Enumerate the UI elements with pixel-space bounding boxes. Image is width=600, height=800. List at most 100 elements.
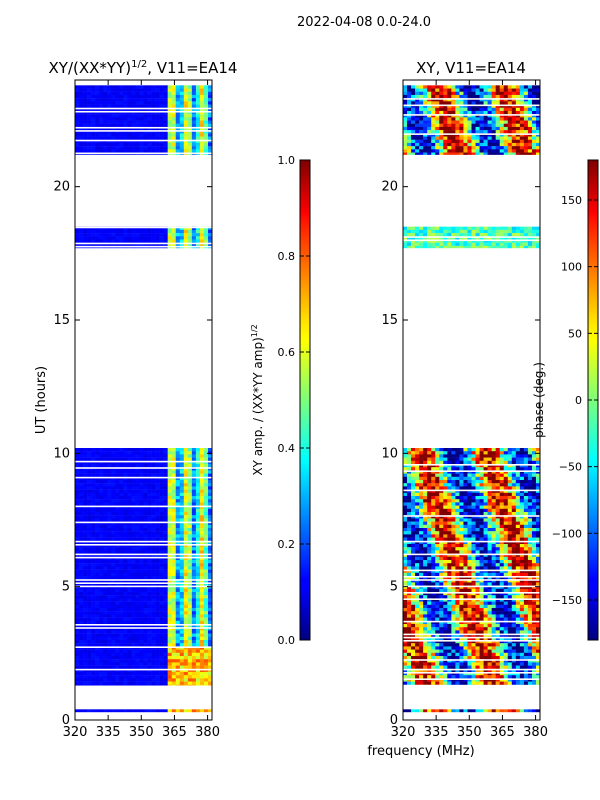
heatmap-cell: [135, 572, 140, 577]
heatmap-cell: [75, 489, 80, 493]
heatmap-cell: [499, 572, 505, 577]
heatmap-cell: [511, 544, 517, 548]
heatmap-cell: [123, 524, 128, 529]
figure-suptitle: 2022-04-08 0.0-24.0: [297, 15, 431, 30]
heatmap-cell: [455, 467, 460, 471]
heatmap-cell: [135, 537, 140, 541]
heatmap-cell: [159, 681, 164, 685]
heatmap-cell: [91, 94, 96, 99]
heatmap-cell: [515, 457, 521, 461]
heatmap-cell: [79, 656, 84, 660]
heatmap-cell: [451, 464, 456, 468]
heatmap-cell: [199, 620, 205, 625]
heatmap-cell: [143, 608, 148, 612]
heatmap-cell: [527, 467, 533, 471]
heatmap-cell: [79, 636, 84, 641]
heatmap-cell: [159, 239, 164, 243]
heatmap-cell: [475, 544, 480, 548]
heatmap-cell: [163, 512, 168, 516]
heatmap-cell: [495, 502, 501, 506]
heatmap-cell: [99, 681, 104, 685]
heatmap-cell: [163, 451, 168, 455]
heatmap-cell: [207, 518, 212, 522]
heatmap-cell: [147, 133, 152, 137]
heatmap-cell: [91, 592, 96, 596]
heatmap-cell: [471, 540, 476, 545]
heatmap-cell: [79, 146, 84, 150]
heatmap-cell: [99, 582, 104, 586]
heatmap-cell: [139, 547, 144, 551]
heatmap-cell: [203, 239, 209, 243]
heatmap-cell: [499, 709, 505, 713]
heatmap-cell: [95, 617, 100, 621]
heatmap-cell: [123, 486, 128, 490]
heatmap-cell: [143, 130, 148, 134]
heatmap-cell: [191, 652, 197, 657]
heatmap-cell: [495, 448, 501, 452]
heatmap-cell: [191, 448, 197, 452]
heatmap-cell: [143, 537, 148, 541]
heatmap-cell: [171, 656, 177, 660]
heatmap-cell: [447, 518, 452, 522]
heatmap-cell: [479, 560, 484, 564]
heatmap-cell: [419, 553, 424, 557]
heatmap-cell: [183, 120, 189, 124]
heatmap-cell: [139, 107, 144, 112]
heatmap-cell: [107, 662, 112, 666]
heatmap-cell: [155, 85, 160, 89]
heatmap-cell: [107, 130, 112, 134]
heatmap-cell: [107, 239, 112, 243]
heatmap-cell: [191, 130, 197, 134]
heatmap-cell: [407, 547, 412, 551]
heatmap-cell: [135, 454, 140, 458]
heatmap-cell: [507, 460, 513, 465]
heatmap-cell: [203, 611, 209, 615]
heatmap-cell: [107, 617, 112, 621]
heatmap-cell: [79, 521, 84, 525]
heatmap-cell: [191, 614, 197, 618]
heatmap-cell: [107, 572, 112, 577]
heatmap-cell: [79, 139, 84, 144]
heatmap-cell: [455, 451, 460, 455]
heatmap-cell: [203, 537, 209, 541]
heatmap-cell: [439, 492, 444, 497]
heatmap-cell: [515, 534, 521, 538]
heatmap-cell: [91, 614, 96, 618]
heatmap-cell: [87, 560, 92, 564]
heatmap-cell: [403, 560, 408, 564]
heatmap-cell: [427, 451, 432, 455]
heatmap-cell: [167, 489, 173, 493]
heatmap-cell: [115, 550, 120, 554]
heatmap-cell: [139, 457, 144, 461]
heatmap-cell: [99, 101, 104, 105]
heatmap-cell: [143, 476, 148, 481]
heatmap-cell: [127, 146, 132, 150]
heatmap-cell: [83, 499, 88, 503]
heatmap-cell: [127, 620, 132, 625]
heatmap-cell: [423, 505, 428, 509]
heatmap-cell: [107, 508, 112, 513]
heatmap-cell: [143, 684, 148, 686]
heatmap-cell: [431, 492, 436, 497]
heatmap-cell: [207, 101, 212, 105]
heatmap-cell: [131, 454, 136, 458]
heatmap-cell: [135, 556, 140, 561]
heatmap-cell: [147, 544, 152, 548]
heatmap-cell: [91, 457, 96, 461]
heatmap-cell: [447, 550, 452, 554]
heatmap-cell: [451, 524, 456, 529]
heatmap-cell: [127, 139, 132, 144]
heatmap-cell: [535, 502, 540, 506]
heatmap-cell: [491, 524, 496, 529]
heatmap-cell: [87, 467, 92, 471]
heatmap-cell: [151, 239, 156, 243]
heatmap-cell: [207, 476, 212, 481]
heatmap-cell: [179, 451, 185, 455]
heatmap-cell: [115, 236, 120, 240]
heatmap-cell: [167, 614, 173, 618]
heatmap-cell: [427, 534, 432, 538]
heatmap-cell: [495, 473, 501, 477]
heatmap-cell: [175, 531, 181, 535]
heatmap-cell: [475, 464, 480, 468]
heatmap-cell: [151, 579, 156, 583]
